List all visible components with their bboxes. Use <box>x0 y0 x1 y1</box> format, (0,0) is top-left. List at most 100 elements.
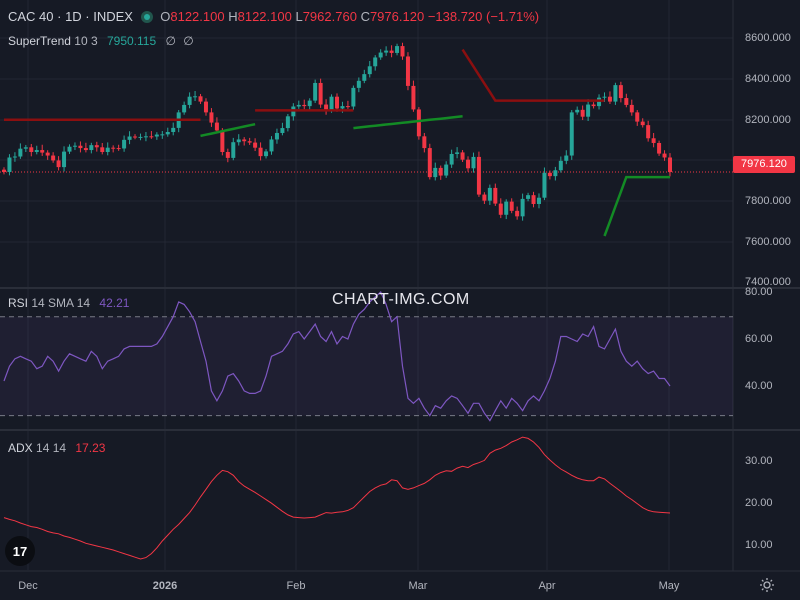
candle-body <box>345 106 350 108</box>
legend-adx[interactable]: ADX 14 14 17.23 <box>8 441 105 455</box>
candle-body <box>160 134 165 136</box>
candle-body <box>378 52 383 58</box>
candle-body <box>471 156 476 169</box>
candle-body <box>56 160 61 168</box>
candle-body <box>438 167 443 176</box>
candle-body <box>171 127 176 132</box>
candle-body <box>629 104 634 113</box>
candle-body <box>253 142 258 148</box>
price-tick: 8400.000 <box>745 73 791 85</box>
supertrend-label: SuperTrend <box>8 34 71 48</box>
price-tick: 7600.000 <box>745 236 791 248</box>
candle-body <box>40 150 45 153</box>
watermark: CHART-IMG.COM <box>332 291 470 308</box>
adx-tick: 30.00 <box>745 455 773 467</box>
candle-body <box>373 57 378 67</box>
adx-value: 17.23 <box>75 441 106 455</box>
candle-body <box>427 148 432 178</box>
candle-body <box>351 87 356 107</box>
symbol-title[interactable]: CAC 40 · 1D · INDEX <box>8 9 133 24</box>
candle-body <box>542 172 547 198</box>
candle-body <box>449 153 454 165</box>
candle-body <box>133 136 138 138</box>
gear-icon[interactable] <box>759 577 775 593</box>
rsi-line <box>3 291 671 422</box>
candle-body <box>62 151 67 168</box>
candle-body <box>558 160 563 171</box>
candle-body <box>455 152 460 154</box>
candle-body <box>618 85 623 99</box>
adx-tick: 20.00 <box>745 497 773 509</box>
open-value: 8122.100 <box>170 9 225 24</box>
candle-body <box>444 164 449 176</box>
candle-body <box>575 109 580 113</box>
adx-label: ADX <box>8 441 33 455</box>
candle-body <box>45 152 50 156</box>
x-tick: May <box>658 580 680 592</box>
rsi-tick: 60.00 <box>745 333 773 345</box>
candle-body <box>586 104 591 117</box>
tradingview-logo[interactable]: 17 <box>5 536 35 566</box>
x-tick: Mar <box>408 580 428 592</box>
candle-body <box>646 125 651 139</box>
candle-body <box>536 197 541 204</box>
candle-body <box>318 82 323 105</box>
candle-body <box>34 150 39 153</box>
candle-body <box>182 104 187 113</box>
candle-body <box>269 139 274 152</box>
candle-body <box>433 167 438 178</box>
candle-body <box>668 157 672 173</box>
candle-body <box>356 80 361 88</box>
rsi-tick: 80.00 <box>745 286 773 298</box>
last-price-badge: 7976.120 <box>733 156 795 173</box>
market-status-icon <box>140 11 153 23</box>
rsi-value: 42.21 <box>99 296 130 310</box>
candle-body <box>116 148 121 150</box>
candle-body <box>105 147 110 153</box>
candle-body <box>416 109 421 137</box>
x-tick: Feb <box>286 580 306 592</box>
candle-body <box>165 132 170 135</box>
candle-body <box>580 109 585 117</box>
candle-body <box>100 147 105 153</box>
legend-rsi[interactable]: RSI 14 SMA 14 42.21 <box>8 296 129 310</box>
candle-body <box>258 147 263 157</box>
candle-body <box>313 82 318 101</box>
adx-tick: 10.00 <box>745 539 773 551</box>
supertrend-line <box>353 115 463 130</box>
candle-body <box>83 148 88 151</box>
x-tick: 2026 <box>152 580 178 592</box>
legend-main: CAC 40 · 1D · INDEX O8122.100 H8122.100 … <box>8 9 539 24</box>
candle-body <box>613 85 618 102</box>
candle-body <box>209 112 214 123</box>
candle-body <box>143 136 148 138</box>
x-tick: Dec <box>18 580 38 592</box>
candle-body <box>78 145 83 149</box>
adx-line <box>3 436 671 560</box>
candle-body <box>591 104 596 107</box>
candle-body <box>651 138 656 143</box>
candle-body <box>214 122 219 131</box>
candle-body <box>2 169 6 173</box>
candle-body <box>476 156 481 195</box>
empty-set-icon: ∅ <box>183 34 194 48</box>
candle-body <box>12 156 17 158</box>
candle-body <box>411 85 416 110</box>
candle-body <box>487 187 492 201</box>
candle-body <box>280 128 285 133</box>
candle-body <box>72 145 77 147</box>
candle-body <box>367 66 372 75</box>
low-value: 7962.760 <box>302 9 357 24</box>
candle-body <box>127 136 132 140</box>
candle-body <box>482 194 487 201</box>
candle-body <box>138 136 143 138</box>
candle-body <box>400 46 405 57</box>
rsi-band <box>0 316 733 416</box>
candle-body <box>602 96 607 98</box>
rsi-params: 14 SMA 14 <box>31 296 91 310</box>
candle-body <box>220 130 225 153</box>
legend-supertrend[interactable]: SuperTrend 10 3 7950.115 ∅ ∅ <box>8 34 194 48</box>
candle-body <box>18 148 23 157</box>
candle-body <box>509 201 514 211</box>
